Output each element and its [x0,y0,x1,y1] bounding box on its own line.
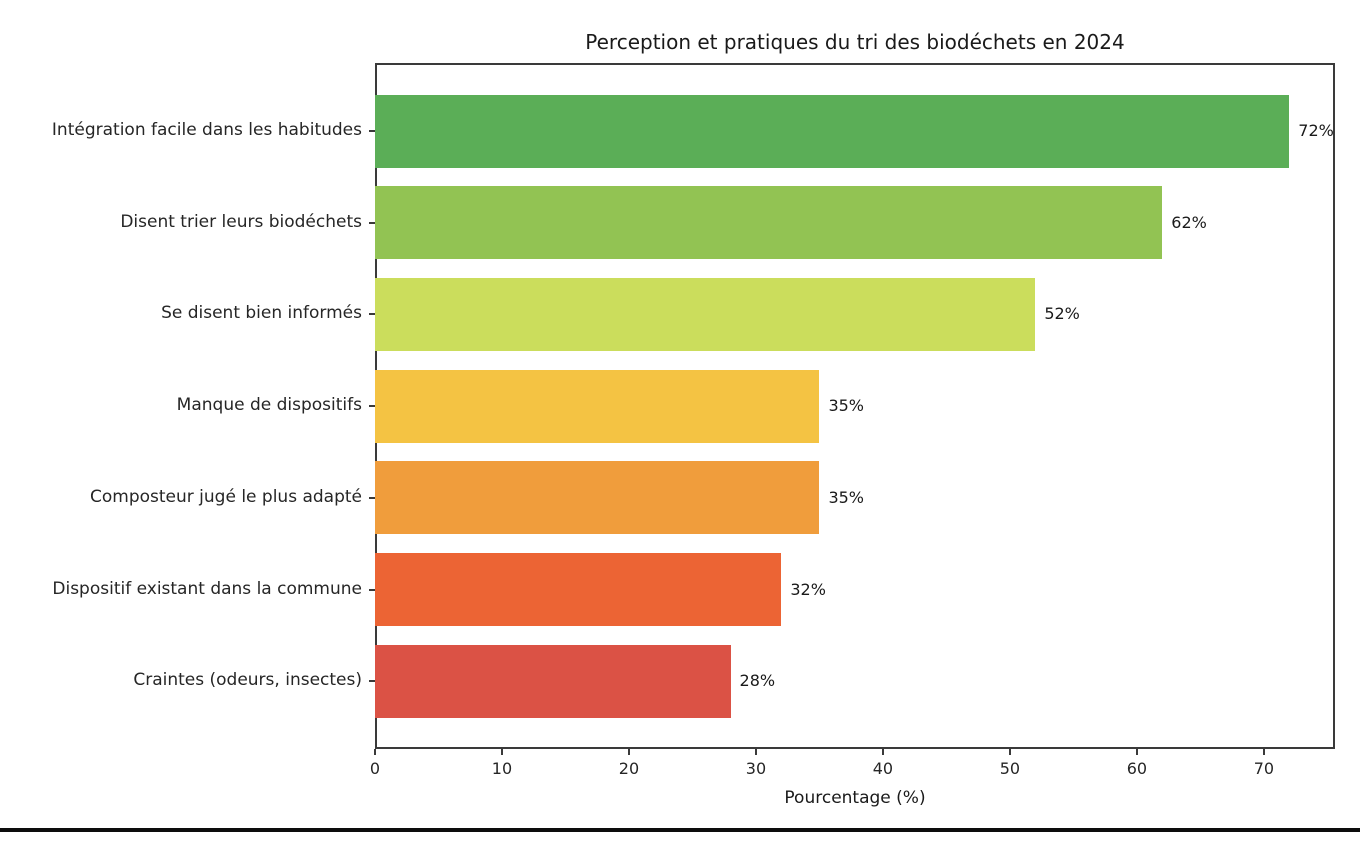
bar-value-label: 35% [828,487,864,507]
bar-value-label: 52% [1044,304,1080,324]
y-tick-mark [369,496,375,499]
bar-6 [375,553,782,626]
bar-2 [375,186,1163,260]
x-tick-mark [627,749,630,755]
x-axis-label: Pourcentage (%) [784,788,926,808]
x-tick-mark [374,749,376,755]
category-label: Craintes (odeurs, insectes) [133,670,362,691]
y-tick-mark [369,313,375,316]
x-tick-label: 10 [491,759,513,778]
category-label: Manque de dispositifs [176,395,362,416]
y-tick-mark [369,221,375,224]
x-tick-mark [1135,749,1138,755]
bar-4 [375,369,820,443]
bottom-divider [0,828,1360,832]
chart-title: Perception et pratiques du tri des biodé… [585,30,1125,54]
bar-1 [375,94,1290,168]
bar-value-label: 62% [1171,212,1207,232]
bar-3 [375,277,1036,351]
bar-7 [375,644,731,718]
x-tick-label: 70 [1253,759,1275,778]
category-label: Intégration facile dans les habitudes [51,120,362,140]
x-tick-label: 20 [618,759,640,778]
y-tick-mark [369,130,375,132]
x-tick-label: 50 [999,759,1021,778]
x-tick-label: 0 [369,759,381,778]
x-tick-label: 60 [1126,759,1148,778]
category-label: Dispositif existant dans la commune [52,578,362,599]
bar-value-label: 28% [739,671,776,691]
x-tick-mark [1262,749,1265,755]
x-tick-label: 40 [872,759,894,778]
category-label: Disent trier leurs biodéchets [120,211,362,232]
x-tick-mark [500,749,503,755]
bar-5 [375,461,820,535]
x-tick-mark [754,749,757,755]
y-tick-mark [369,680,375,683]
y-tick-mark [369,405,375,408]
y-tick-mark [369,588,375,591]
bar-value-label: 72% [1298,121,1334,140]
x-tick-mark [881,749,884,755]
category-label: Se disent bien informés [161,303,362,324]
category-label: Composteur jugé le plus adapté [90,486,362,507]
bar-value-label: 32% [790,579,826,599]
x-tick-mark [1008,749,1011,755]
bar-value-label: 35% [828,396,864,416]
x-tick-label: 30 [745,759,767,778]
